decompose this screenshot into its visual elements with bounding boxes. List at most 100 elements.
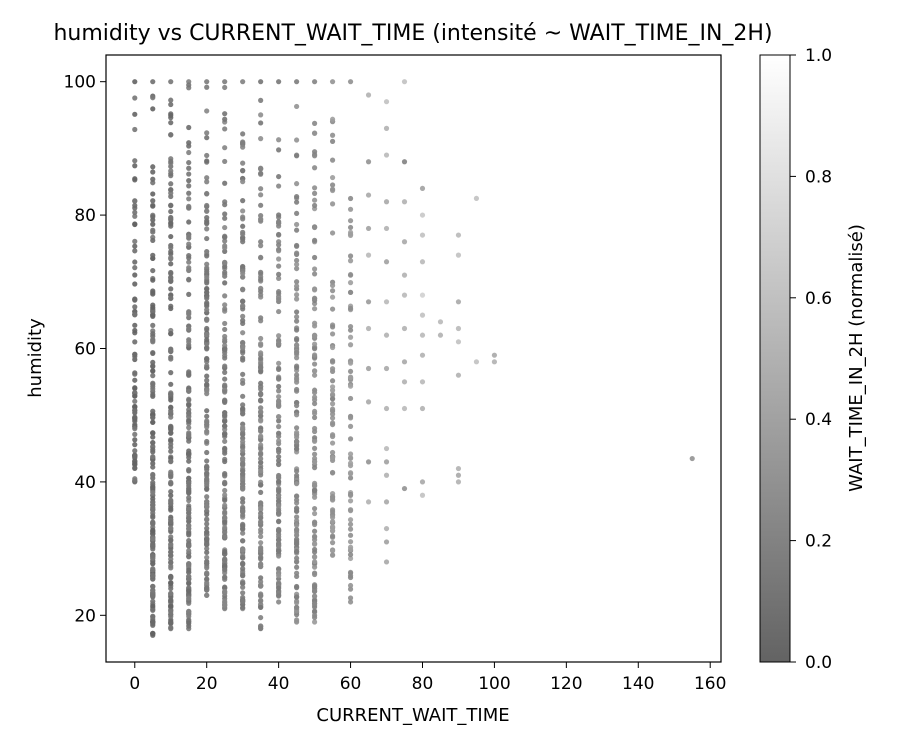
data-point bbox=[222, 84, 228, 91]
data-point bbox=[276, 507, 282, 514]
data-point bbox=[168, 255, 174, 261]
data-point bbox=[258, 416, 264, 423]
data-point bbox=[222, 215, 228, 221]
data-point bbox=[276, 296, 282, 303]
data-point bbox=[419, 479, 426, 485]
data-point bbox=[419, 292, 426, 298]
data-point bbox=[311, 266, 318, 272]
data-point bbox=[186, 267, 192, 273]
data-point bbox=[258, 604, 264, 610]
data-point bbox=[347, 383, 354, 389]
data-point bbox=[168, 261, 174, 267]
data-point bbox=[347, 544, 354, 550]
data-point bbox=[222, 450, 228, 456]
data-point bbox=[276, 383, 282, 390]
data-point bbox=[240, 235, 246, 241]
data-point bbox=[276, 430, 282, 436]
data-point bbox=[204, 135, 210, 141]
data-point bbox=[365, 399, 372, 405]
data-point bbox=[240, 439, 246, 445]
data-point bbox=[150, 79, 156, 85]
data-point bbox=[204, 337, 210, 343]
data-point bbox=[294, 526, 300, 533]
data-point bbox=[204, 449, 210, 456]
data-point bbox=[222, 389, 228, 395]
data-point bbox=[168, 221, 174, 227]
data-point bbox=[437, 319, 444, 325]
data-point bbox=[329, 384, 336, 390]
data-point bbox=[204, 214, 210, 221]
data-point bbox=[311, 619, 318, 625]
data-point bbox=[204, 278, 210, 284]
data-point bbox=[311, 487, 318, 494]
data-point bbox=[150, 277, 156, 283]
data-point bbox=[204, 179, 210, 185]
data-point bbox=[240, 590, 246, 596]
data-point bbox=[204, 570, 210, 576]
data-point bbox=[186, 149, 192, 156]
data-point bbox=[204, 388, 210, 394]
data-point bbox=[222, 346, 228, 353]
data-point bbox=[132, 460, 138, 467]
data-point bbox=[258, 591, 264, 597]
data-point bbox=[150, 322, 156, 328]
data-point bbox=[419, 405, 426, 412]
data-point bbox=[132, 393, 138, 399]
data-point bbox=[186, 438, 192, 444]
data-point bbox=[240, 318, 246, 324]
data-point bbox=[222, 202, 228, 208]
data-point bbox=[258, 547, 264, 554]
data-point bbox=[276, 289, 282, 295]
data-point bbox=[186, 326, 192, 332]
data-point bbox=[491, 352, 498, 358]
data-point bbox=[168, 506, 174, 512]
data-point bbox=[240, 144, 246, 150]
data-point bbox=[240, 79, 246, 85]
data-point bbox=[240, 547, 246, 553]
data-point bbox=[347, 423, 354, 429]
data-point bbox=[347, 218, 354, 224]
data-point bbox=[132, 322, 138, 328]
data-point bbox=[383, 559, 390, 565]
data-point bbox=[311, 465, 318, 471]
data-point bbox=[168, 537, 174, 544]
data-point bbox=[186, 219, 192, 225]
data-point bbox=[294, 612, 300, 618]
x-tick-label: 80 bbox=[412, 674, 434, 694]
y-tick-label: 80 bbox=[74, 206, 96, 226]
data-point bbox=[240, 330, 246, 336]
data-point bbox=[276, 212, 282, 218]
data-point bbox=[168, 79, 174, 85]
data-point bbox=[150, 553, 156, 559]
data-point bbox=[294, 429, 300, 436]
data-point bbox=[204, 208, 210, 214]
data-point bbox=[311, 389, 318, 396]
data-point bbox=[186, 481, 192, 487]
data-point bbox=[222, 548, 228, 555]
data-point bbox=[150, 350, 156, 357]
data-point bbox=[132, 265, 138, 271]
data-point bbox=[276, 457, 282, 464]
data-point bbox=[347, 272, 354, 278]
data-point bbox=[186, 595, 192, 601]
data-point bbox=[329, 494, 336, 500]
data-point bbox=[276, 418, 282, 424]
x-tick-label: 60 bbox=[340, 674, 362, 694]
data-point bbox=[276, 593, 282, 599]
data-point bbox=[347, 507, 354, 513]
data-point bbox=[150, 291, 156, 297]
data-point bbox=[294, 318, 300, 324]
data-point bbox=[204, 438, 210, 445]
data-point bbox=[168, 356, 174, 362]
data-point bbox=[222, 224, 228, 231]
data-point bbox=[204, 377, 210, 383]
data-point bbox=[150, 480, 156, 486]
data-point bbox=[276, 242, 282, 248]
data-point bbox=[204, 560, 210, 566]
data-point bbox=[204, 356, 210, 362]
data-point bbox=[168, 245, 174, 251]
data-point bbox=[240, 344, 246, 350]
data-point bbox=[329, 401, 336, 407]
data-point bbox=[186, 205, 192, 211]
data-point bbox=[311, 593, 318, 599]
